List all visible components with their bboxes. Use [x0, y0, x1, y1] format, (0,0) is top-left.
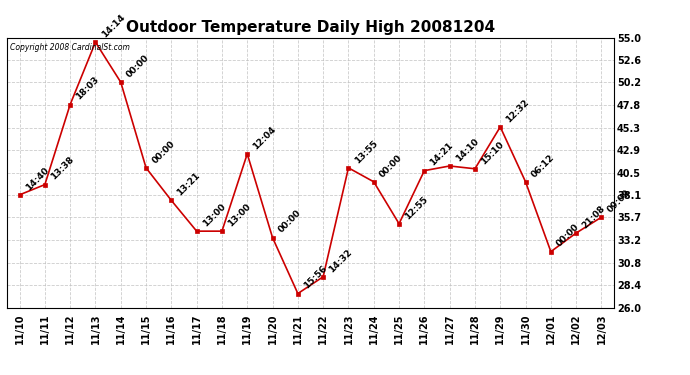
Text: 13:55: 13:55 — [353, 138, 380, 165]
Text: 14:40: 14:40 — [23, 165, 50, 192]
Text: 15:56: 15:56 — [302, 264, 328, 291]
Text: 12:55: 12:55 — [403, 194, 430, 221]
Text: 12:32: 12:32 — [504, 98, 531, 124]
Text: 09:09: 09:09 — [606, 188, 632, 214]
Text: 13:21: 13:21 — [175, 171, 202, 198]
Title: Outdoor Temperature Daily High 20081204: Outdoor Temperature Daily High 20081204 — [126, 20, 495, 35]
Text: 14:10: 14:10 — [454, 136, 480, 163]
Text: 06:12: 06:12 — [530, 153, 556, 179]
Text: 12:04: 12:04 — [251, 124, 278, 151]
Text: 00:00: 00:00 — [277, 209, 303, 235]
Text: 13:00: 13:00 — [226, 202, 253, 228]
Text: 00:00: 00:00 — [555, 223, 581, 249]
Text: 13:00: 13:00 — [201, 202, 227, 228]
Text: 15:10: 15:10 — [479, 140, 506, 166]
Text: 14:14: 14:14 — [99, 13, 126, 39]
Text: Copyright 2008 CardinalSt.com: Copyright 2008 CardinalSt.com — [10, 43, 130, 52]
Text: 14:32: 14:32 — [327, 247, 354, 274]
Text: 00:00: 00:00 — [150, 139, 177, 165]
Text: 00:00: 00:00 — [378, 153, 404, 179]
Text: 21:08: 21:08 — [580, 204, 607, 230]
Text: 18:03: 18:03 — [75, 75, 101, 102]
Text: 14:21: 14:21 — [428, 141, 455, 168]
Text: 13:38: 13:38 — [49, 155, 76, 182]
Text: 00:00: 00:00 — [125, 53, 151, 80]
